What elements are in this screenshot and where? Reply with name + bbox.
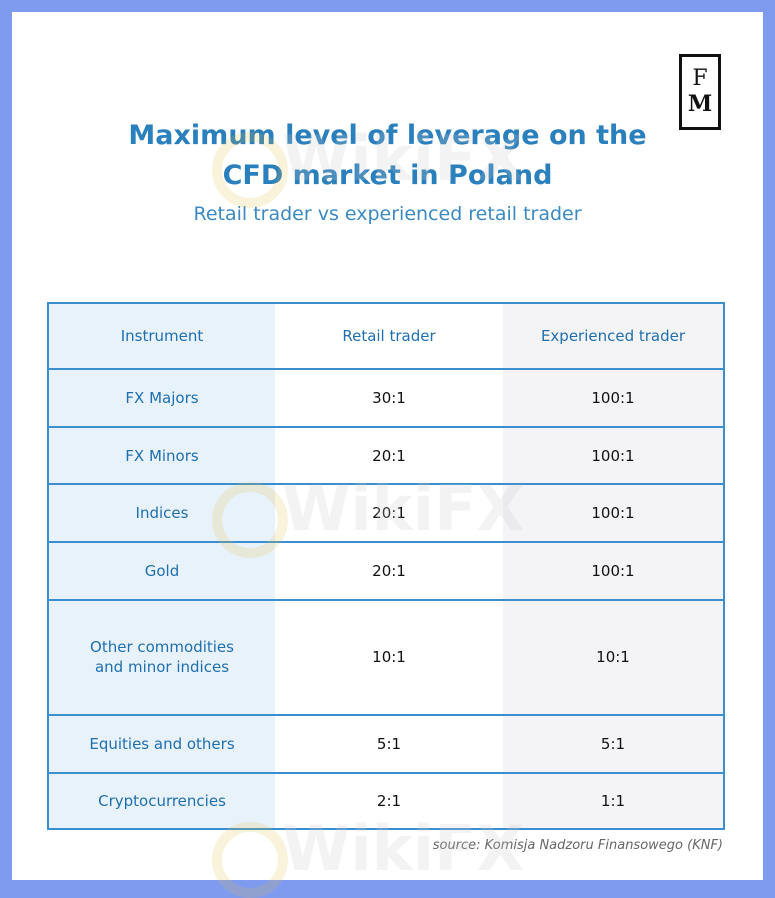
leverage-table: Instrument Retail trader Experienced tra… (47, 302, 725, 830)
table-header-row: Instrument Retail trader Experienced tra… (49, 304, 723, 370)
cell-instrument: Other commodities and minor indices (49, 599, 275, 717)
source-note: source: Komisja Nadzoru Finansowego (KNF… (432, 838, 723, 853)
title-line-2: CFD market in Poland (222, 160, 553, 191)
cell-retail: 20:1 (275, 542, 503, 601)
page-title: Maximum level of leverage on the CFD mar… (12, 116, 763, 196)
cell-retail: 20:1 (275, 426, 503, 486)
cell-instrument: Gold (49, 542, 275, 601)
page-subtitle: Retail trader vs experienced retail trad… (193, 203, 582, 225)
table-row: Cryptocurrencies 2:1 1:1 (49, 772, 723, 828)
fm-logo: F M (679, 54, 721, 130)
watermark-logo-icon (212, 822, 288, 898)
cell-experienced: 5:1 (503, 715, 723, 774)
table-row: FX Minors 20:1 100:1 (49, 426, 723, 486)
table-row: Gold 20:1 100:1 (49, 542, 723, 601)
cell-retail: 2:1 (275, 772, 503, 828)
cell-instrument: FX Minors (49, 426, 275, 486)
table-row: FX Majors 30:1 100:1 (49, 369, 723, 428)
cell-instrument: Equities and others (49, 715, 275, 774)
cell-experienced: 10:1 (503, 599, 723, 717)
header-retail-trader: Retail trader (275, 304, 503, 370)
cell-experienced: 100:1 (503, 484, 723, 544)
title-line-1: Maximum level of leverage on the (128, 120, 647, 151)
cell-experienced: 100:1 (503, 369, 723, 428)
cell-instrument: Indices (49, 484, 275, 544)
cell-retail: 10:1 (275, 599, 503, 717)
cell-experienced: 1:1 (503, 772, 723, 828)
cell-retail: 30:1 (275, 369, 503, 428)
cell-experienced: 100:1 (503, 426, 723, 486)
cell-retail: 20:1 (275, 484, 503, 544)
header-instrument: Instrument (49, 304, 275, 370)
cell-instrument: Cryptocurrencies (49, 772, 275, 828)
cell-experienced: 100:1 (503, 542, 723, 601)
table-row: Other commodities and minor indices 10:1… (49, 599, 723, 717)
logo-letter-m: M (687, 91, 713, 117)
logo-letter-f: F (692, 66, 708, 91)
cell-instrument: FX Majors (49, 369, 275, 428)
header-experienced-trader: Experienced trader (503, 304, 723, 370)
infographic-card: F M Maximum level of leverage on the CFD… (12, 12, 763, 898)
cell-retail: 5:1 (275, 715, 503, 774)
table-row: Equities and others 5:1 5:1 (49, 715, 723, 774)
table-row: Indices 20:1 100:1 (49, 484, 723, 544)
